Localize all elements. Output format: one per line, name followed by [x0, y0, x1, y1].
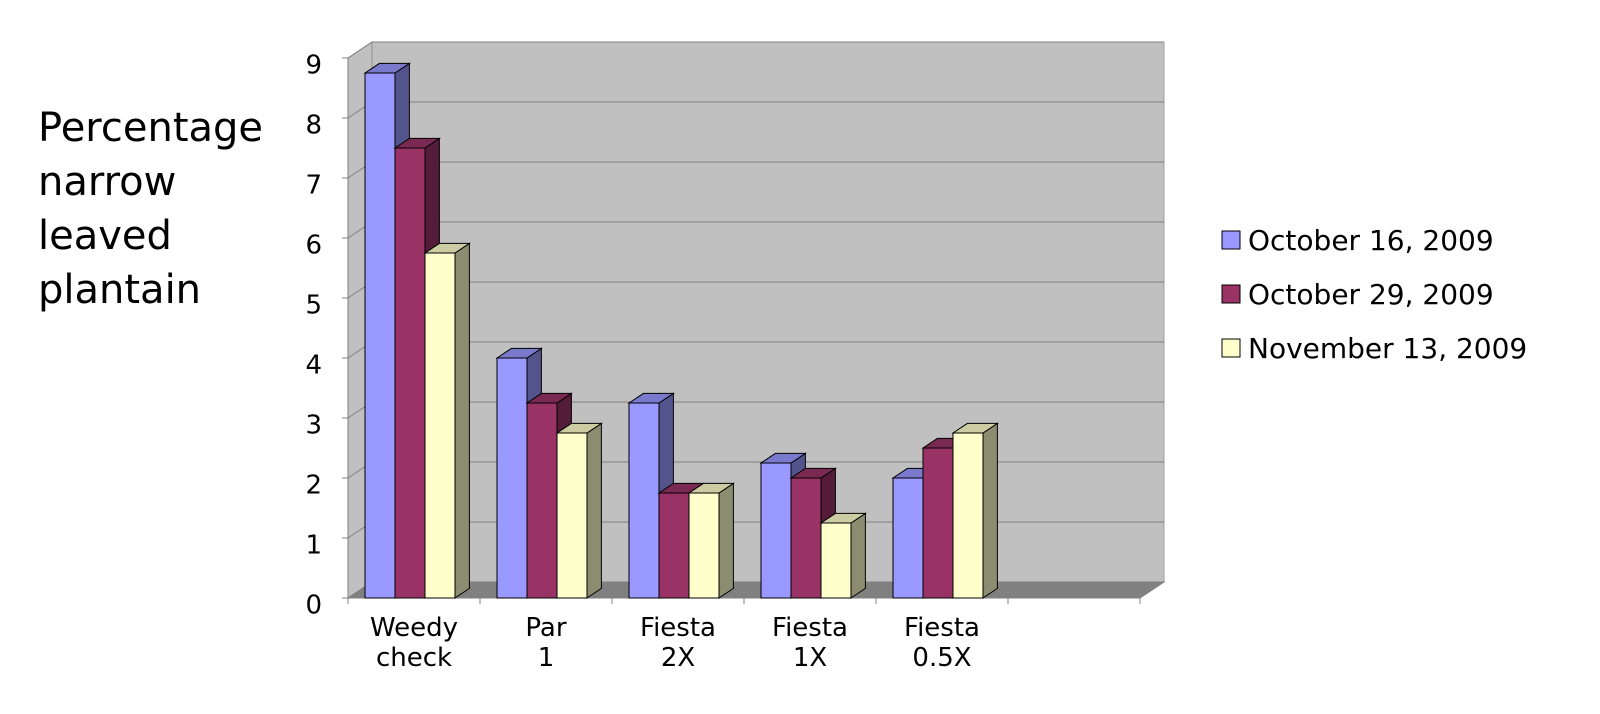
bar	[820, 522, 852, 599]
bar-side	[718, 482, 734, 599]
legend-swatch	[1221, 230, 1241, 250]
bar-side	[586, 422, 602, 599]
bar	[922, 447, 954, 599]
legend-swatch	[1221, 338, 1241, 358]
legend-swatch	[1221, 284, 1241, 304]
legend-label: October 16, 2009	[1248, 224, 1494, 257]
y-tick-label: 0	[305, 591, 322, 621]
legend-label: October 29, 2009	[1248, 278, 1494, 311]
y-tick-label: 6	[305, 231, 322, 261]
y-tick-label: 7	[305, 171, 322, 201]
bar	[658, 492, 690, 599]
x-tick-label: Weedy check	[370, 613, 458, 673]
bar	[556, 432, 588, 599]
y-tick-label: 1	[305, 531, 322, 561]
x-tick-label: Fiesta 0.5X	[904, 613, 980, 673]
bar	[364, 72, 396, 599]
x-tick-label: Par 1	[525, 613, 566, 673]
grid-line	[347, 41, 1164, 59]
y-tick-label: 8	[305, 111, 322, 141]
legend-label: November 13, 2009	[1248, 332, 1527, 365]
bar	[628, 402, 660, 599]
bar	[790, 477, 822, 599]
bar	[526, 402, 558, 599]
bar	[496, 357, 528, 599]
bar	[760, 462, 792, 599]
bar	[952, 432, 984, 599]
y-axis-label: Percentage narrow leaved plantain	[38, 105, 263, 313]
bar	[424, 252, 456, 599]
y-tick-label: 4	[305, 351, 322, 381]
bar-side	[850, 512, 866, 599]
bar-side	[982, 422, 998, 599]
x-tick-label: Fiesta 1X	[772, 613, 848, 673]
floor	[346, 581, 1166, 599]
bar	[688, 492, 720, 599]
bar-side	[454, 242, 470, 599]
y-tick-label: 9	[305, 51, 322, 81]
y-tick-label: 5	[305, 291, 322, 321]
y-tick-label: 3	[305, 411, 322, 441]
bar	[892, 477, 924, 599]
x-tick-label: Fiesta 2X	[640, 613, 716, 673]
y-tick-label: 2	[305, 471, 322, 501]
bar	[394, 147, 426, 599]
